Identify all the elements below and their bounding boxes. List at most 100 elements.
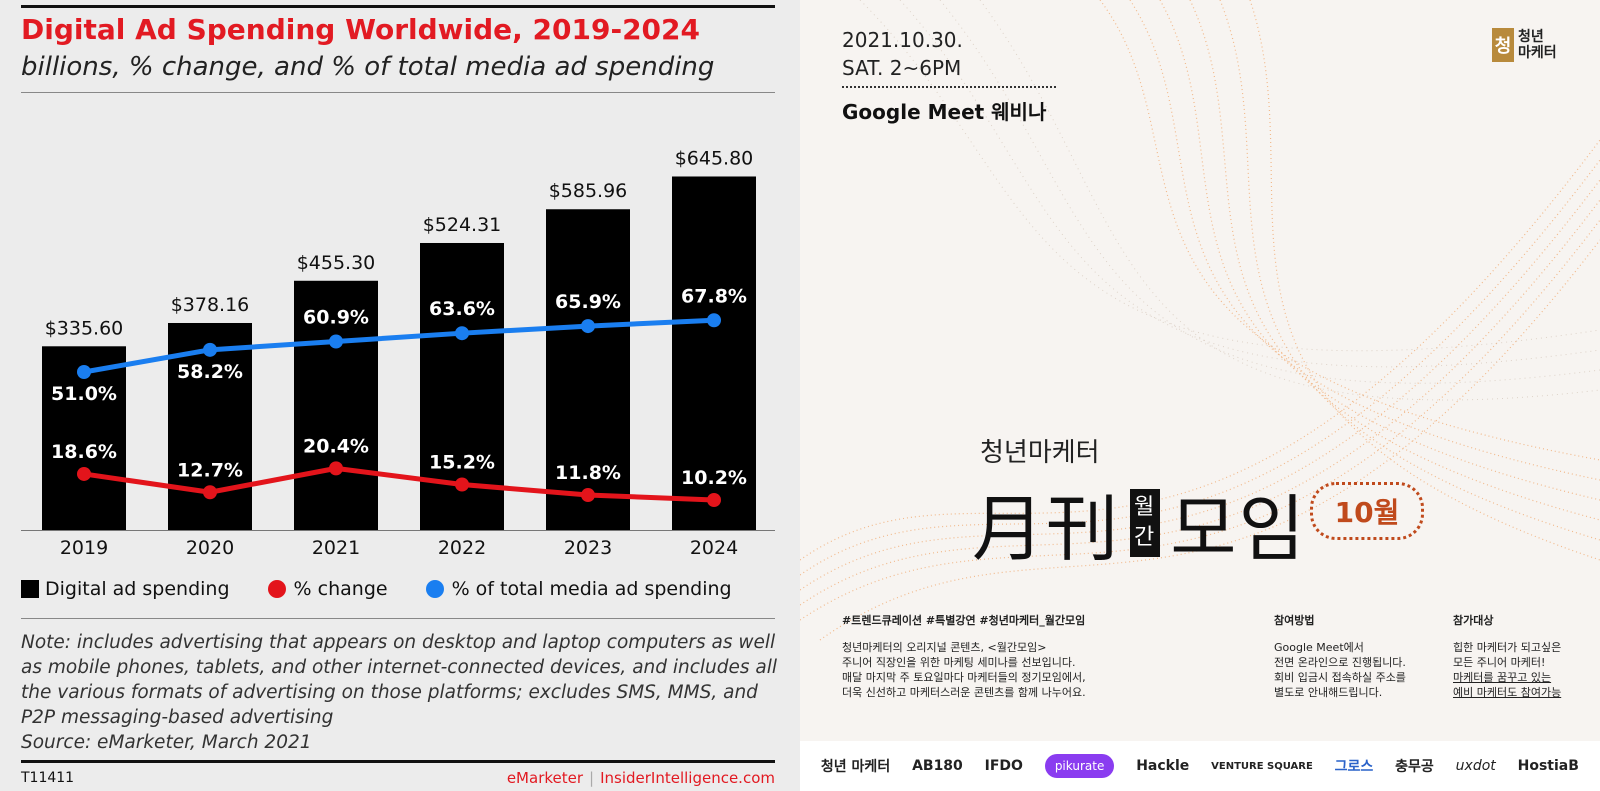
how-title: 참여방법 xyxy=(1274,614,1315,627)
bar-value-label: $585.96 xyxy=(549,180,628,202)
x-tick-label: 2023 xyxy=(564,537,612,559)
partner-logo: HostiaB xyxy=(1517,758,1579,774)
x-tick-label: 2019 xyxy=(60,537,108,559)
chart-legend: Digital ad spending % change % of total … xyxy=(21,578,770,600)
share-point xyxy=(707,313,721,328)
x-tick-label: 2024 xyxy=(690,537,738,559)
partner-logo: VENTURE SQUARE xyxy=(1211,760,1313,772)
legend-label-share: % of total media ad spending xyxy=(451,578,732,600)
brand-logo: 청 청년 마케터 xyxy=(1492,28,1557,62)
bar-value-label: $378.16 xyxy=(171,294,250,316)
x-tick-label: 2020 xyxy=(186,537,234,559)
top-rule xyxy=(21,5,775,8)
title-wol: 월 xyxy=(1134,494,1157,520)
bar-value-label: $335.60 xyxy=(45,317,124,339)
title-wolgan-box: 월 간 xyxy=(1130,488,1161,557)
infographic-panel: Digital Ad Spending Worldwide, 2019-2024… xyxy=(0,0,800,791)
title-moim: 모임 xyxy=(1170,487,1307,571)
how-line: 별도로 안내해드립니다. xyxy=(1274,686,1383,699)
share-value-label: 58.2% xyxy=(177,361,243,383)
legend-swatch-share xyxy=(425,580,444,598)
who-line: 마케터를 꿈꾸고 있는 xyxy=(1453,671,1552,684)
logo-line-2: 마케터 xyxy=(1518,45,1557,61)
change-point xyxy=(77,466,91,481)
partner-logo: pikurate xyxy=(1044,754,1115,778)
partner-logo: 그로스 xyxy=(1334,759,1374,775)
share-line xyxy=(83,317,715,375)
partner-logo: Hackle xyxy=(1136,758,1190,774)
who-text: 힙한 마케터가 되고싶은 모든 주니어 마케터! 마케터를 꿈꾸고 있는 예비 … xyxy=(1453,640,1561,700)
poster-title: 月 刊 월 간 모임 xyxy=(972,470,1307,575)
hashtags: #트렌드큐레이션 #특별강연 #청년마케터_월간모임 xyxy=(842,614,1086,627)
change-value-label: 15.2% xyxy=(429,452,495,474)
legend-swatch-spending xyxy=(21,580,39,598)
chart-subtitle: billions, % change, and % of total media… xyxy=(21,52,715,82)
title-gan: 간 xyxy=(1134,524,1157,550)
change-value-label: 10.2% xyxy=(681,467,747,489)
brand-insiderintelligence[interactable]: InsiderIntelligence.com xyxy=(600,769,775,787)
change-value-label: 11.8% xyxy=(555,462,621,484)
bar-value-label: $455.30 xyxy=(297,252,376,274)
how-text: Google Meet에서 전면 온라인으로 진행됩니다. 회비 입금시 접속하… xyxy=(1274,640,1406,700)
date-divider xyxy=(842,86,1056,88)
desc-line: 매달 마지막 주 토요일마다 마케터들의 정기모임에서, xyxy=(842,671,1086,684)
share-value-label: 65.9% xyxy=(555,291,621,313)
desc-line: 더욱 신선하고 마케터스러운 콘텐츠를 함께 나누어요. xyxy=(842,686,1086,699)
event-description: 청년마케터의 오리지널 콘텐츠, <월간모임> 주니어 직장인을 위한 마케팅 … xyxy=(842,640,1086,700)
logo-line-1: 청년 xyxy=(1518,29,1544,45)
bar xyxy=(672,176,756,530)
how-line: Google Meet에서 xyxy=(1274,641,1364,654)
desc-line: 주니어 직장인을 위한 마케팅 세미나를 선보입니다. xyxy=(842,656,1076,669)
partner-logo: 충무공 xyxy=(1395,759,1434,775)
legend-item-share: % of total media ad spending xyxy=(425,578,732,600)
legend-swatch-change xyxy=(267,580,286,598)
event-poster: 2021.10.30. SAT. 2~6PM Google Meet 웨비나 청… xyxy=(800,0,1600,791)
share-point xyxy=(455,326,469,341)
poster-brand: 청년마케터 xyxy=(980,438,1100,468)
bottom-rule xyxy=(21,760,775,763)
share-value-label: 51.0% xyxy=(51,383,117,405)
how-line: 회비 입금시 접속하실 주소를 xyxy=(1274,671,1406,684)
legend-item-spending: Digital ad spending xyxy=(21,578,230,600)
partner-logo: AB180 xyxy=(912,758,963,774)
share-value-label: 67.8% xyxy=(681,285,747,307)
x-tick-label: 2021 xyxy=(312,537,360,559)
brand-separator: | xyxy=(589,769,595,787)
legend-item-change: % change xyxy=(267,578,388,600)
partner-logo: uxdot xyxy=(1455,758,1496,774)
who-line: 힙한 마케터가 되고싶은 xyxy=(1453,641,1562,654)
brand-emarketer[interactable]: eMarketer xyxy=(506,769,584,787)
share-point xyxy=(581,319,595,334)
change-point xyxy=(203,485,217,500)
bar xyxy=(294,280,378,530)
change-point xyxy=(707,493,721,507)
share-value-label: 60.9% xyxy=(303,307,369,329)
partner-logo: 청년 마케터 xyxy=(820,759,891,775)
change-point xyxy=(329,461,343,476)
partner-logo: IFDO xyxy=(984,758,1023,774)
share-point xyxy=(329,334,343,349)
event-time: SAT. 2~6PM xyxy=(842,56,962,80)
who-line: 모든 주니어 마케터! xyxy=(1453,656,1546,669)
note-divider xyxy=(21,618,775,619)
footer-brand: eMarketer | InsiderIntelligence.com xyxy=(507,769,775,787)
share-value-label: 63.6% xyxy=(429,298,495,320)
who-line: 예비 마케터도 참여가능 xyxy=(1453,686,1562,699)
x-tick-label: 2022 xyxy=(438,537,486,559)
chart-title: Digital Ad Spending Worldwide, 2019-2024 xyxy=(21,13,700,46)
bar xyxy=(546,209,630,531)
bar-value-label: $645.80 xyxy=(675,147,754,169)
title-hanja-2: 刊 xyxy=(1046,487,1121,571)
event-date-time: 2021.10.30. SAT. 2~6PM xyxy=(842,26,963,82)
change-point xyxy=(581,488,595,503)
change-line xyxy=(83,465,715,503)
event-venue: Google Meet 웨비나 xyxy=(842,100,1047,124)
title-divider xyxy=(21,92,775,93)
chart-canvas: $335.60 $378.16 $455.30 $524.31 $585.96 $645.… xyxy=(21,147,775,559)
month-badge: 10월 xyxy=(1310,482,1424,540)
logo-text: 청년 마케터 xyxy=(1518,29,1557,61)
event-date: 2021.10.30. xyxy=(842,28,963,52)
chart-id: T11411 xyxy=(21,770,75,786)
change-value-label: 12.7% xyxy=(177,459,243,481)
change-value-label: 18.6% xyxy=(51,441,117,463)
